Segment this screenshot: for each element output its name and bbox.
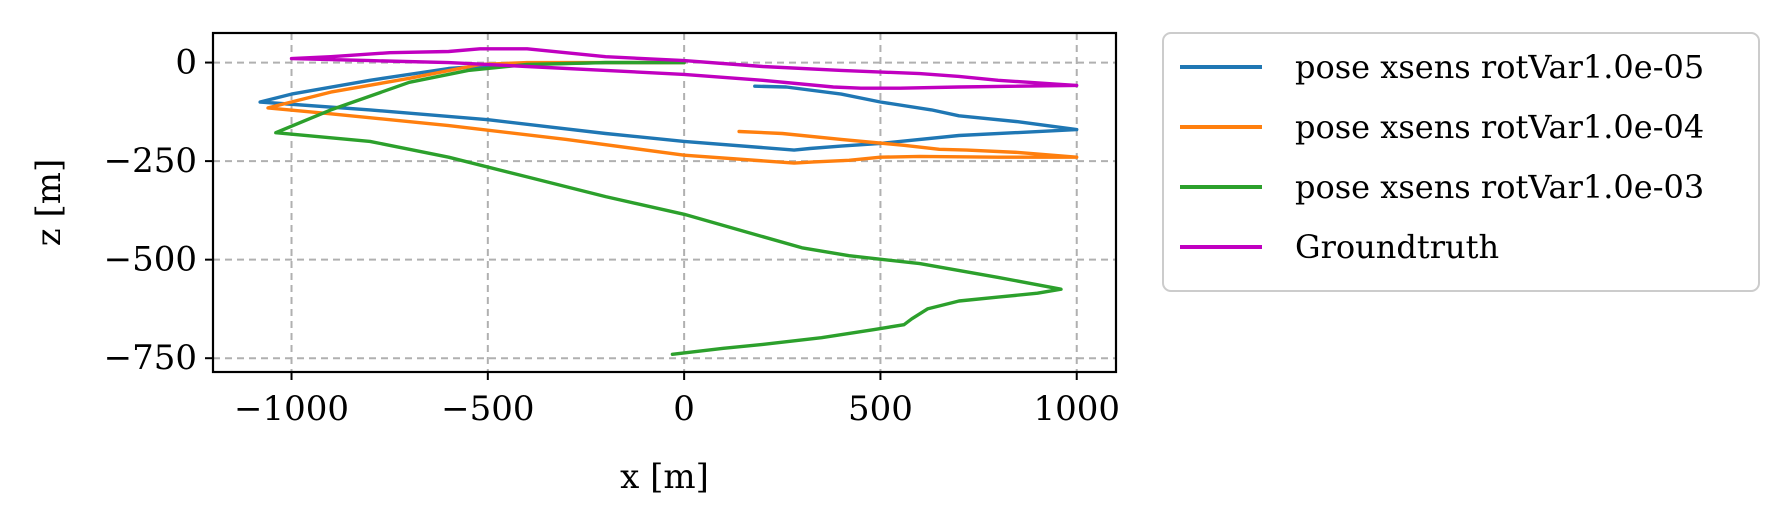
- x-tick-label: −500: [441, 389, 534, 429]
- series-line-2: [266, 60, 1079, 165]
- x-axis-ticks: −1000 −500 0 500 1000: [234, 372, 1120, 429]
- legend-label: pose xsens rotVar1.0e-04: [1295, 108, 1704, 146]
- y-axis-label: z [m]: [29, 159, 69, 247]
- series-line-1: [258, 60, 1079, 152]
- x-tick-label: 500: [848, 389, 913, 429]
- series-layer: [258, 47, 1079, 356]
- x-axis-label: x [m]: [620, 457, 709, 497]
- legend: pose xsens rotVar1.0e-05 pose xsens rotVa…: [1162, 32, 1760, 292]
- y-tick-label: −250: [104, 141, 197, 181]
- y-tick-label: −500: [104, 240, 197, 280]
- legend-label: pose xsens rotVar1.0e-05: [1295, 48, 1704, 86]
- series-line-4: [289, 47, 1079, 90]
- legend-box: [1162, 32, 1760, 292]
- legend-label: Groundtruth: [1295, 228, 1499, 266]
- x-tick-label: 1000: [1033, 389, 1120, 429]
- grid-lines: [213, 33, 1116, 372]
- y-tick-label: −750: [104, 338, 197, 378]
- legend-label: pose xsens rotVar1.0e-03: [1295, 168, 1704, 206]
- y-tick-label: 0: [175, 43, 197, 83]
- plot-frame: [211, 31, 1118, 374]
- x-tick-label: 0: [673, 389, 695, 429]
- series-line-3: [274, 60, 1063, 356]
- y-axis-ticks: 0 −250 −500 −750: [104, 43, 213, 378]
- x-tick-label: −1000: [234, 389, 349, 429]
